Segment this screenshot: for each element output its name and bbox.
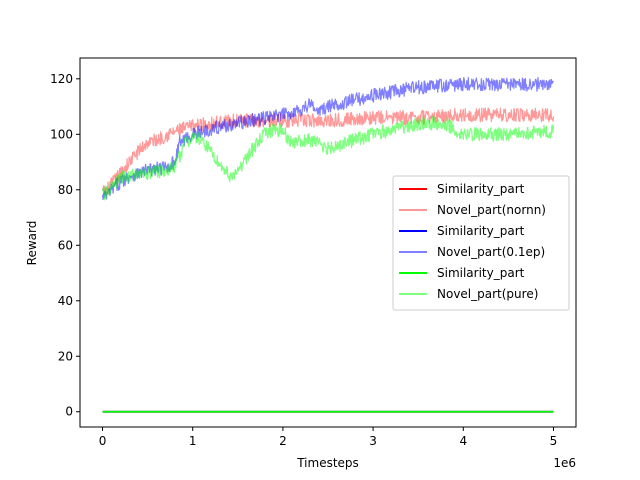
x-tick-label: 5 (550, 434, 558, 448)
legend-box (392, 175, 570, 311)
series-line-5 (101, 115, 555, 201)
series-line-3 (101, 76, 554, 201)
y-tick-label: 120 (50, 72, 73, 86)
y-tick-label: 0 (65, 405, 73, 419)
legend-label: Similarity_part (437, 224, 525, 238)
y-axis-label: Reward (25, 221, 39, 266)
x-axis: 0 1 2 3 4 5 (99, 427, 558, 448)
legend-label: Similarity_part (437, 182, 525, 196)
x-tick-label: 1 (189, 434, 197, 448)
y-tick-label: 80 (58, 183, 73, 197)
x-tick-label: 0 (99, 434, 107, 448)
x-axis-label: Timesteps (296, 456, 359, 470)
y-axis: 0 20 40 60 80 100 120 (50, 72, 80, 419)
legend-label: Novel_part(nornn) (437, 203, 546, 217)
plot-series (101, 76, 555, 413)
x-tick-label: 2 (279, 434, 287, 448)
y-tick-label: 20 (58, 349, 73, 363)
legend-label: Similarity_part (437, 266, 525, 280)
legend: Similarity_part Novel_part(nornn) Similari… (392, 175, 570, 311)
y-tick-label: 100 (50, 127, 73, 141)
legend-label: Novel_part(0.1ep) (437, 245, 545, 259)
y-tick-label: 40 (58, 294, 73, 308)
series-line-1 (101, 107, 555, 196)
legend-label: Novel_part(pure) (437, 287, 538, 301)
x-tick-label: 4 (459, 434, 467, 448)
x-axis-offset-label: 1e6 (553, 456, 576, 470)
x-tick-label: 3 (369, 434, 377, 448)
plot-frame (79, 57, 577, 428)
y-tick-label: 60 (58, 238, 73, 252)
